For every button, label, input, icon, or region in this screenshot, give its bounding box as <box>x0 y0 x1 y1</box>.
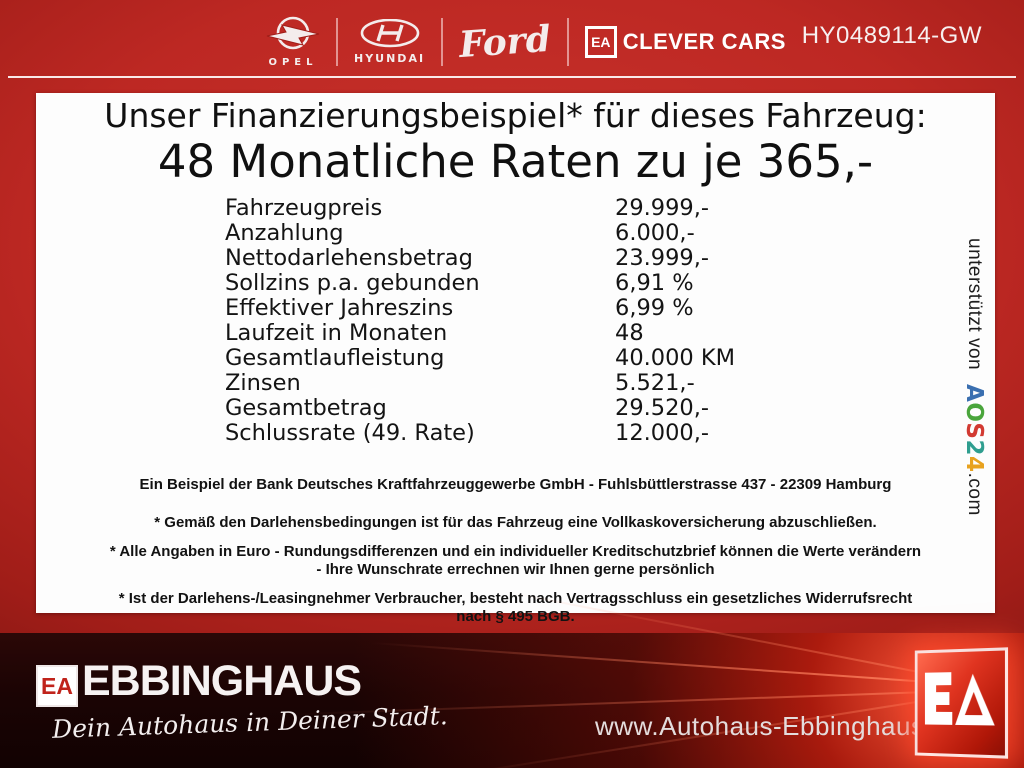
table-row: Schlussrate (49. Rate) 12.000,- <box>225 421 735 446</box>
opel-logo: OPEL <box>266 16 320 68</box>
dealer-name: EBBINGHAUS <box>82 657 362 705</box>
table-row: Fahrzeugpreis 29.999,- <box>225 196 735 221</box>
row-value: 6,99 % <box>615 295 694 321</box>
finance-title: Unser Finanzierungsbeispiel* für dieses … <box>104 96 927 135</box>
hyundai-wordmark: HYUNDAI <box>354 52 426 65</box>
row-label: Gesamtbetrag <box>225 395 387 421</box>
hyundai-logo: HYUNDAI <box>354 19 425 65</box>
table-row: Laufzeit in Monaten 48 <box>225 321 735 346</box>
opel-blitz-icon <box>266 16 320 50</box>
ea-badge-icon: EA <box>584 26 617 58</box>
table-row: Zinsen 5.521,- <box>225 371 735 396</box>
footnote: * Gemäß den Darlehensbedingungen ist für… <box>154 514 877 531</box>
row-label: Laufzeit in Monaten <box>225 320 448 346</box>
row-value: 29.999,- <box>615 195 709 221</box>
row-label: Effektiver Jahreszins <box>225 295 454 321</box>
table-row: Anzahlung 6.000,- <box>225 221 735 246</box>
row-value: 5.521,- <box>615 370 695 396</box>
dealer-tagline: Dein Autohaus in Deiner Stadt. <box>51 701 449 744</box>
clever-cars-label: CLEVER CARS <box>622 29 786 54</box>
table-row: Effektiver Jahreszins 6,99 % <box>225 296 735 321</box>
aos24-logo: AOS24 <box>961 384 987 473</box>
brand-strip: OPEL HYUNDAI Ford EA CLEVER CARS <box>266 10 786 74</box>
table-row: Gesamtbetrag 29.520,- <box>225 396 735 421</box>
footnotes: * Gemäß den Darlehensbedingungen ist für… <box>36 514 995 637</box>
row-value: 6.000,- <box>615 220 695 246</box>
light-ray <box>370 641 930 683</box>
sponsor-suffix: .com <box>964 472 985 516</box>
footer-bar: EA EBBINGHAUS Dein Autohaus in Deiner St… <box>0 590 1024 768</box>
hyundai-h-icon <box>360 19 419 48</box>
sponsor-prefix: unterstützt von <box>964 238 985 371</box>
row-value: 23.999,- <box>615 245 709 271</box>
row-label: Schlussrate (49. Rate) <box>225 420 475 446</box>
table-row: Gesamtlaufleistung 40.000 KM <box>225 346 735 371</box>
row-label: Nettodarlehensbetrag <box>225 245 473 271</box>
finance-subtitle: 48 Monatliche Raten zu je 365,- <box>157 135 874 188</box>
bank-note: Ein Beispiel der Bank Deutsches Kraftfah… <box>139 476 892 493</box>
row-label: Fahrzeugpreis <box>225 195 383 221</box>
footnote: * Ist der Darlehens-/Leasingnehmer Verbr… <box>118 590 913 625</box>
website-link[interactable]: www.Autohaus-Ebbinghaus.de <box>595 711 963 741</box>
header-divider <box>336 18 338 66</box>
row-label: Zinsen <box>225 370 301 396</box>
row-label: Gesamtlaufleistung <box>225 345 445 371</box>
clever-cars-logo: EA CLEVER CARS <box>584 26 786 58</box>
sponsor-vertical-text: unterstützt von AOS24.com <box>961 238 987 516</box>
row-value: 29.520,- <box>615 395 709 421</box>
header-divider <box>566 18 569 66</box>
row-value: 6,91 % <box>615 270 694 296</box>
opel-wordmark: OPEL <box>268 57 318 68</box>
row-value: 12.000,- <box>615 420 709 446</box>
table-row: Nettodarlehensbetrag 23.999,- <box>225 246 735 271</box>
row-value: 48 <box>615 320 644 346</box>
header-rule <box>8 76 1016 78</box>
ebbinghaus-ea-badge-icon: EA <box>36 665 78 707</box>
row-label: Anzahlung <box>225 220 344 246</box>
row-label: Sollzins p.a. gebunden <box>225 270 480 296</box>
header-divider <box>441 18 444 66</box>
finance-panel: Unser Finanzierungsbeispiel* für dieses … <box>36 93 995 625</box>
finance-table: Fahrzeugpreis 29.999,- Anzahlung 6.000,- N… <box>225 196 735 446</box>
ford-logo: Ford <box>457 17 553 67</box>
footnote: * Alle Angaben in Euro - Rundungsdiffere… <box>109 543 922 578</box>
row-value: 40.000 KM <box>615 345 736 371</box>
vehicle-id: HY0489114-GW <box>801 22 982 49</box>
ea-3d-logo-icon <box>914 647 1009 759</box>
table-row: Sollzins p.a. gebunden 6,91 % <box>225 271 735 296</box>
